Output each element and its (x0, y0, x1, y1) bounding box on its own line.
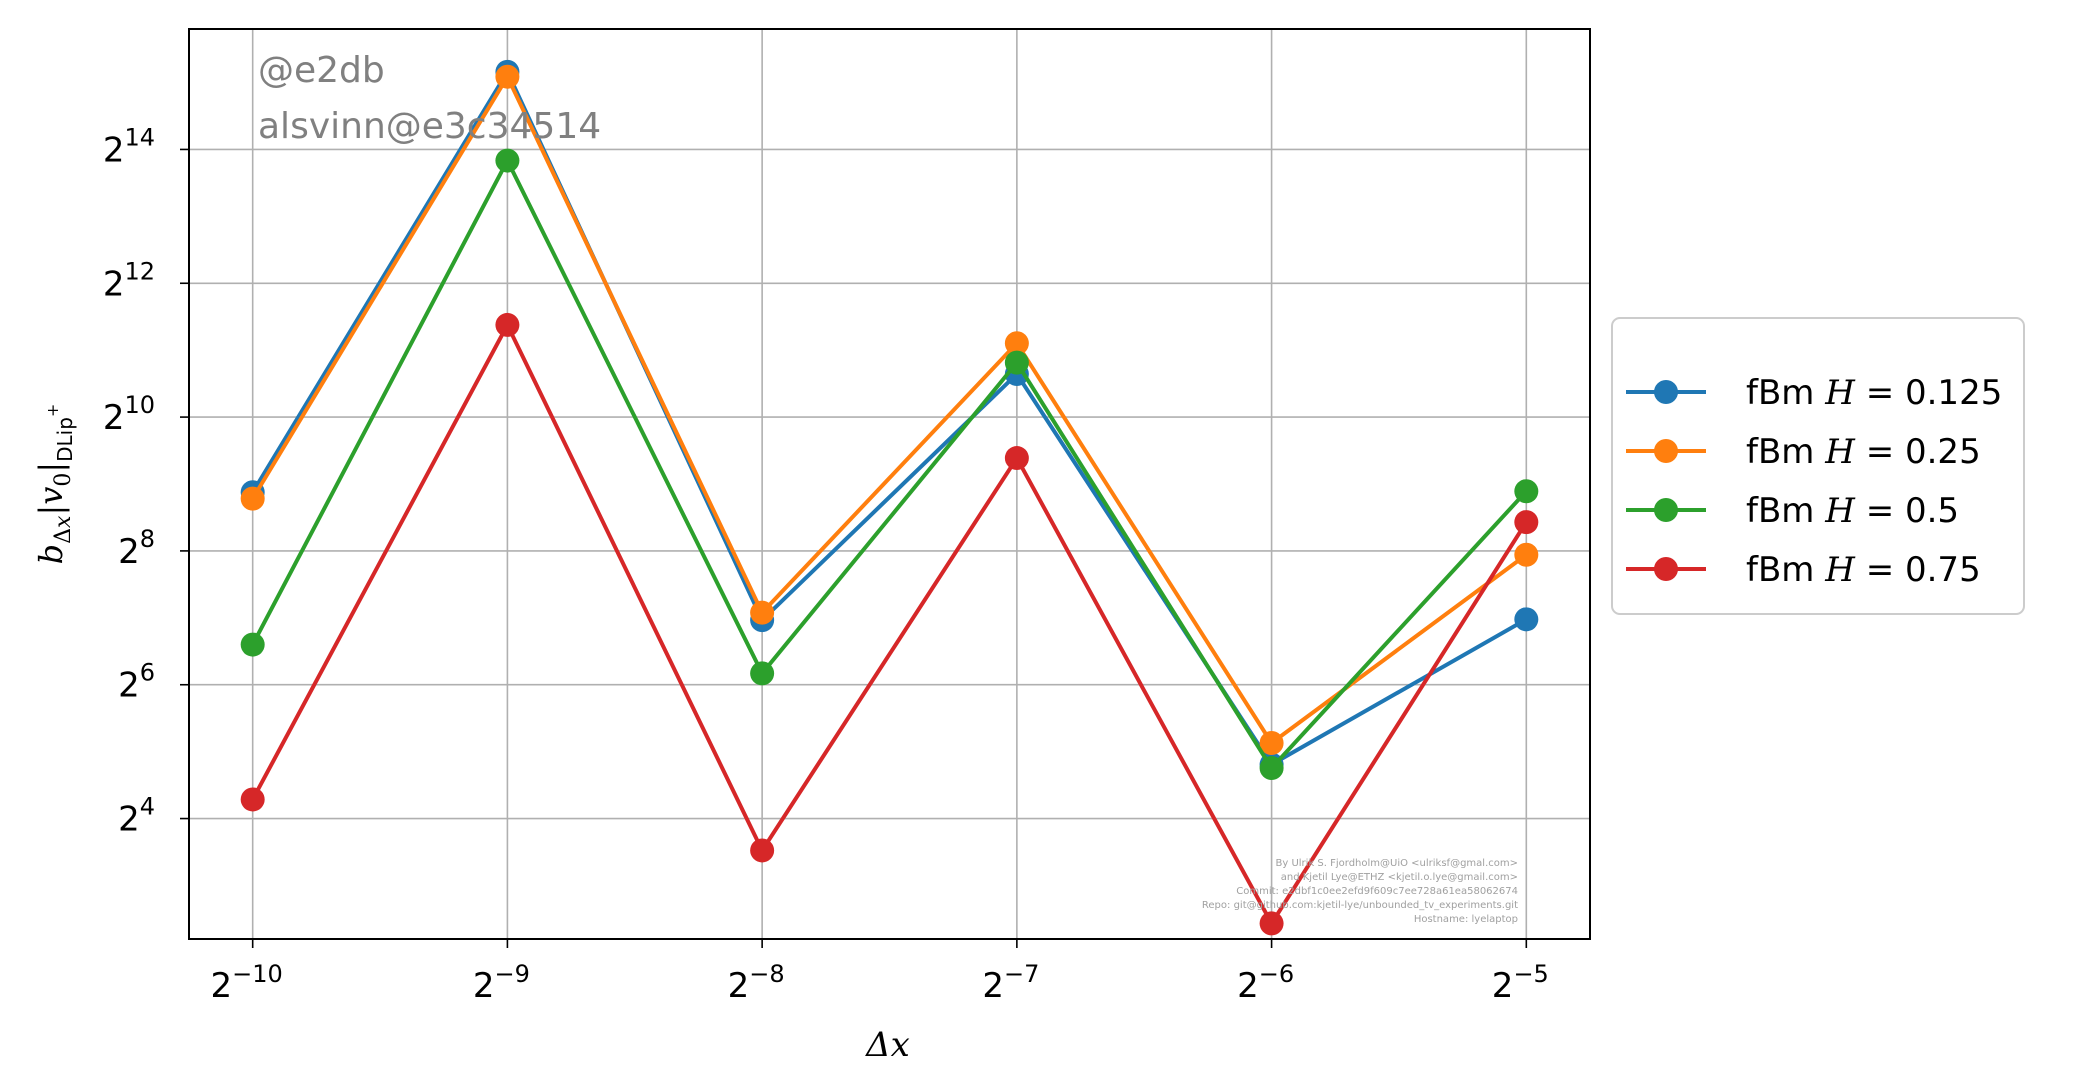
series-line-2 (250, 158, 1528, 771)
series-0-point-5 (1514, 607, 1539, 632)
legend-marker-1 (1654, 439, 1678, 463)
series-1-point-0 (240, 486, 265, 511)
series-3-point-1 (495, 312, 520, 337)
series-line-1 (250, 74, 1528, 745)
x-tick-label: 2−10 (211, 960, 283, 1006)
series-1-point-3 (1004, 331, 1029, 356)
series-lines (240, 59, 1539, 936)
legend-label-0: fBm H = 0.125 (1746, 373, 2002, 413)
legend: fBm H = 0.125 fBm H = 0.25 fBm H = 0.5 fBm … (1611, 317, 2025, 615)
credit-line-3: Commit: e2dbf1c0ee2efd9f609c7ee728a61ea5… (1236, 886, 1518, 897)
series-2-point-1 (495, 148, 520, 173)
x-tick-label: 2−9 (473, 960, 530, 1006)
watermark-line-1: @e2db (258, 50, 385, 91)
legend-marker-3 (1654, 557, 1678, 581)
credit-line-2: and Kjetil Lye@ETHZ <kjetil.o.lye@gmail.… (1281, 872, 1518, 883)
legend-marker-2 (1654, 498, 1678, 522)
axes-frame (188, 28, 1591, 940)
series-1-point-5 (1514, 542, 1539, 567)
watermark-line-2: alsvinn@e3c34514 (258, 106, 601, 147)
svg-text:bΔx|v0|DLip+: bΔx|v0|DLip+ (32, 404, 77, 565)
series-line-3 (250, 322, 1529, 926)
y-tick-label: 26 (118, 659, 155, 706)
y-tick-label: 28 (118, 525, 155, 572)
series-1-point-4 (1259, 730, 1284, 755)
y-tick-label: 210 (103, 391, 155, 438)
legend-marker-0 (1654, 380, 1678, 404)
series-1-point-1 (495, 64, 520, 89)
credit-line-1: By Ulrik S. Fjordholm@UiO <ulriksf@gmal.… (1276, 858, 1519, 869)
series-2-point-3 (1004, 350, 1029, 375)
credits-block: By Ulrik S. Fjordholm@UiO <ulriksf@gmal.… (1202, 858, 1518, 925)
series-2-point-2 (750, 661, 775, 686)
series-2-point-5 (1514, 479, 1539, 504)
credit-line-4: Repo: git@github.com:kjetil-lye/unbounde… (1202, 900, 1518, 911)
x-tick-label: 2−6 (1237, 960, 1294, 1006)
grid (189, 29, 1590, 939)
y-tick-label: 212 (103, 257, 155, 304)
y-axis-label: bΔx|v0|DLip+ (32, 404, 77, 565)
legend-label-3: fBm H = 0.75 (1746, 550, 1981, 590)
credit-line-5: Hostname: lyelaptop (1414, 914, 1518, 925)
series-3-point-3 (1004, 446, 1029, 471)
axis-ticks: 2−10 2−9 2−8 2−7 2−6 2−5 24 26 28 210 212 214 (103, 123, 1549, 1006)
legend-label-1: fBm H = 0.25 (1746, 432, 1981, 472)
series-3-point-4 (1259, 911, 1284, 936)
y-tick-label: 214 (103, 123, 155, 170)
series-3-point-5 (1514, 510, 1539, 535)
x-tick-label: 2−5 (1492, 960, 1549, 1006)
series-2-point-0 (240, 632, 265, 657)
series-3-point-2 (750, 838, 775, 863)
legend-box (1611, 317, 2025, 615)
x-tick-label: 2−7 (982, 960, 1039, 1006)
series-3-point-0 (240, 787, 265, 812)
series-1-point-2 (750, 600, 775, 625)
series-2-point-4 (1259, 756, 1284, 781)
legend-label-2: fBm H = 0.5 (1746, 491, 1959, 531)
x-axis-label: Δx (864, 1025, 910, 1065)
series-line-0 (250, 69, 1528, 767)
y-tick-label: 24 (118, 793, 155, 840)
x-tick-label: 2−8 (728, 960, 785, 1006)
